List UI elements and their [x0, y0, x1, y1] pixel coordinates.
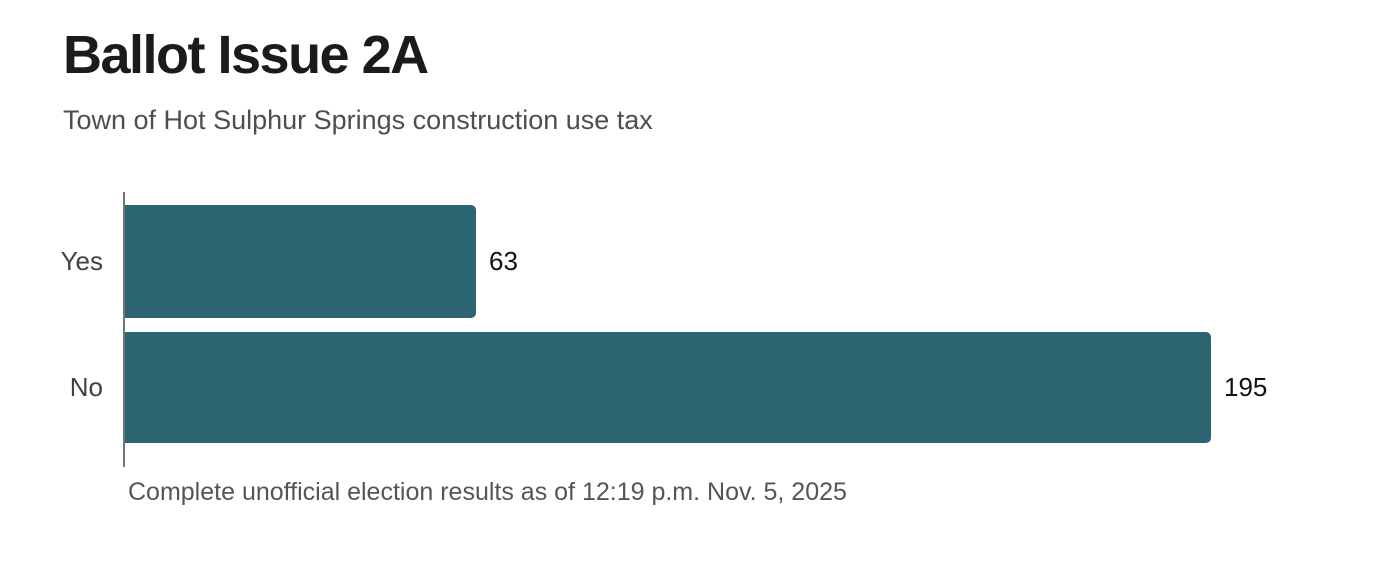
category-label-no: No — [69, 372, 103, 402]
bar-no — [125, 332, 1211, 443]
footer-note: Complete unofficial election results as … — [128, 478, 847, 506]
value-label-no: 195 — [1224, 372, 1268, 402]
y-axis-line — [123, 192, 125, 467]
category-label-yes: Yes — [60, 246, 103, 276]
value-label-yes: 63 — [489, 246, 518, 276]
bar-row-yes: Yes 63 — [0, 205, 1374, 318]
page-title: Ballot Issue 2A — [63, 25, 429, 85]
bar-row-no: No 195 — [0, 332, 1374, 443]
bar-chart: Yes 63 No 195 — [0, 192, 1374, 467]
bar-yes — [125, 205, 476, 318]
chart-subtitle: Town of Hot Sulphur Springs construction… — [63, 105, 653, 135]
